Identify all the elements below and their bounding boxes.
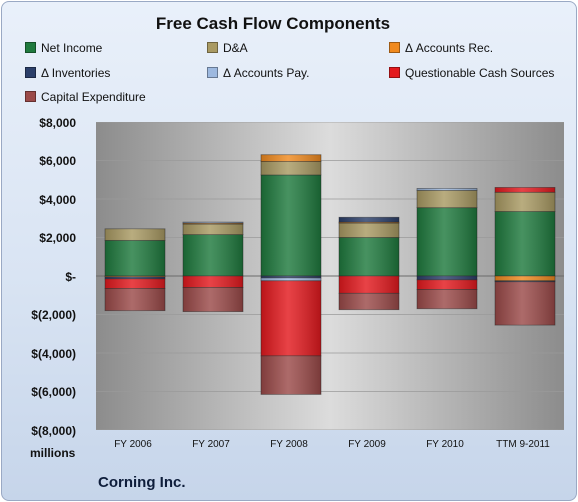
bar-segment-shading [105,240,165,276]
legend-item-inventories: Δ Inventories [25,66,110,80]
y-tick-label: $6,000 [39,154,76,168]
legend-swatch-accounts-rec [389,42,400,53]
bar-segment-shading [417,289,477,309]
bar-segment-shading [339,237,399,276]
bar-segment-shading [495,211,555,276]
legend-item-questionable: Questionable Cash Sources [389,66,554,80]
y-tick-label: $(6,000) [31,385,76,399]
legend-item-accounts-pay: Δ Accounts Pay. [207,66,310,80]
bar-segment-shading [183,287,243,312]
legend-label: Net Income [41,41,103,55]
x-tick-label: TTM 9-2011 [496,439,550,450]
bar-segment-shading [417,279,477,290]
y-tick-label: $4,000 [39,193,76,207]
legend-swatch-accounts-pay [207,67,218,78]
bar-segment-shading [261,276,321,278]
legend-item-capex: Capital Expenditure [25,90,146,104]
bar-segment-shading [105,278,165,289]
legend-label: Δ Accounts Rec. [405,41,494,55]
bar-segment-shading [261,280,321,356]
bar-segment-shading [495,276,555,281]
bar-segment-shading [261,174,321,276]
legend-item-da: D&A [207,41,248,55]
legend-swatch-net-income [25,42,36,53]
y-tick-label: $8,000 [39,116,76,130]
bar-segment-shading [105,276,165,279]
bar-segment-shading [261,277,321,281]
chart-title: Free Cash Flow Components [155,14,391,33]
y-tick-label: $(2,000) [31,308,76,322]
bar-segment-shading [495,192,555,212]
bar-segment-shading [261,154,321,162]
bars [104,154,556,395]
legend-swatch-questionable [389,67,400,78]
legend-label: Capital Expenditure [41,90,146,104]
grid-lines [96,122,564,430]
x-tick-label: FY 2009 [348,439,386,450]
legend-label: Δ Accounts Pay. [223,66,310,80]
legend-swatch-capex [25,91,36,102]
x-tick-label: FY 2008 [270,439,308,450]
bar-segment-shading [105,288,165,311]
y-tick-label: $- [65,270,76,284]
legend-item-accounts-rec: Δ Accounts Rec. [389,41,493,55]
x-tick-label: FY 2006 [114,439,152,450]
bar-segment-shading [417,188,477,191]
bar-segment-shading [417,190,477,208]
legend-swatch-inventories [25,67,36,78]
bar-segment-shading [183,223,243,225]
bar-segment-shading [495,281,555,326]
bar-segment-shading [339,293,399,310]
x-tick-label: FY 2007 [192,439,230,450]
bar-segment-shading [183,234,243,276]
bar-segment-shading [183,222,243,224]
company-name: Corning Inc. [98,474,186,491]
bar-segment-shading [261,355,321,395]
bar-segment-shading [183,276,243,288]
bar-segment-shading [339,276,399,294]
bar-segment-shading [339,223,399,238]
bar-segment-shading [105,228,165,241]
y-tick-label: $(8,000) [31,424,76,438]
bar-segment-shading [105,276,165,277]
legend-item-net-income: Net Income [25,41,102,55]
y-tick-label: $(4,000) [31,347,76,361]
bar-segment-shading [183,224,243,235]
legend-label: Questionable Cash Sources [405,66,555,80]
legend-label: Δ Inventories [41,66,111,80]
legend-label: D&A [223,41,248,55]
bar-segment-shading [339,222,399,224]
bar-segment-shading [339,217,399,223]
y-tick-label: $2,000 [39,231,76,245]
plot-area [96,122,564,430]
bar-segment-shading [417,207,477,276]
bar-segment-shading [261,161,321,175]
bar-segment-shading [417,276,477,280]
bar-segment-shading [495,187,555,193]
x-tick-label: FY 2010 [426,439,464,450]
unit-label: millions [30,446,76,460]
legend-swatch-da [207,42,218,53]
bar-segment-shading [495,280,555,282]
